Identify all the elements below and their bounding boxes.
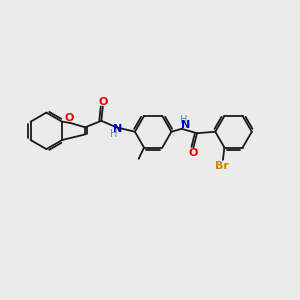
- Text: H: H: [110, 129, 117, 139]
- Text: O: O: [98, 97, 107, 107]
- Text: O: O: [64, 113, 74, 123]
- Text: H: H: [180, 115, 188, 125]
- Text: N: N: [112, 124, 122, 134]
- Text: Br: Br: [215, 161, 229, 171]
- Text: O: O: [188, 148, 198, 158]
- Text: N: N: [181, 120, 190, 130]
